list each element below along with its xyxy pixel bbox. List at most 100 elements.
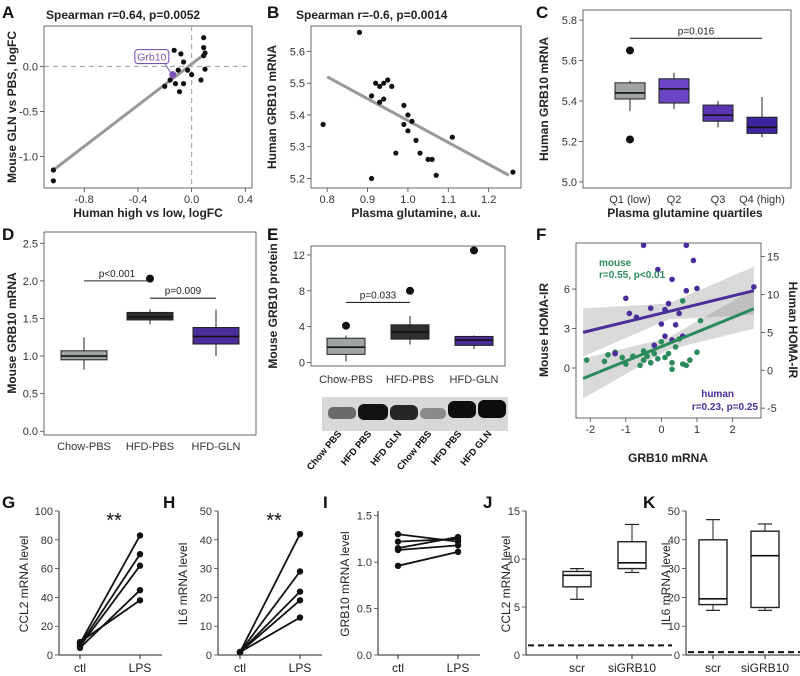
panel-j-box	[562, 570, 592, 588]
panel-k-ytick-label: 0	[674, 650, 680, 662]
panel-f-point-human	[647, 305, 654, 311]
panel-b-point	[368, 93, 375, 99]
panel-b-point	[393, 150, 399, 156]
panel-f-point-human	[662, 333, 668, 339]
panel-h-point-lps	[296, 568, 304, 575]
panel-b-ticks: 5.2 5.3 5.4 5.5 5.6 0.8 0.9 1.0 1.1 1.2	[290, 46, 497, 206]
panel-b-ytick-label: 5.2	[290, 173, 305, 185]
panel-h-point-lps	[296, 597, 304, 604]
panel-letter-i: I	[323, 493, 328, 512]
panel-k-box	[698, 539, 728, 606]
panel-j-marks	[528, 523, 672, 647]
panel-c-xtick-label: Q2	[667, 194, 682, 206]
panel-i-ytick-label: 0.5	[357, 604, 372, 616]
panel-f-point-human	[683, 287, 690, 294]
panel-f-ytick-label: 3	[564, 324, 570, 336]
panel-f-point-mouse	[658, 338, 665, 345]
panel-k-ytick-label: 20	[668, 592, 680, 604]
panel-b-xlabel: Plasma glutamine, a.u.	[351, 206, 480, 220]
panel-h-ytick-label: 10	[200, 621, 212, 633]
panel-i: 0.0 0.5 1.0 1.5 ctl LPS GRB10 mRNA level	[338, 511, 480, 675]
panel-c-outlier	[626, 135, 634, 144]
panel-h-point-lps	[296, 530, 304, 538]
blot-band	[478, 400, 506, 418]
panel-b-point	[405, 128, 411, 134]
panel-f-stat-human: r=0.23, p=0.25	[692, 402, 759, 413]
panel-g-ytick-label: 20	[41, 621, 53, 633]
panel-k-ytick-label: 50	[668, 506, 680, 518]
panel-a-ticks: -1.0 -0.5 0.0 -0.8 -0.4 0.0 0.4	[19, 62, 253, 207]
panel-j: 0 5 10 15 scr siGRB10 CCL2 mRNA level	[499, 506, 672, 675]
panel-d-significance-label: p<0.001	[99, 269, 136, 280]
panel-f-xtick-label: 1	[694, 424, 700, 436]
panel-b-title: Spearman r=-0.6, p=0.0014	[296, 8, 448, 22]
panel-h-point-lps	[296, 614, 304, 621]
blot-band	[448, 401, 476, 418]
panel-c-box	[702, 104, 734, 122]
blot-band	[390, 405, 418, 420]
panel-b-xtick-label: 1.1	[441, 194, 456, 206]
panel-f-xtick-label: 0	[658, 424, 664, 436]
panel-f-label-human: human	[701, 389, 734, 400]
panel-b-point	[381, 96, 387, 102]
panel-b-ytick-label: 5.4	[290, 110, 305, 122]
panel-h-pair-line	[239, 570, 301, 653]
panel-f-point-mouse	[697, 317, 704, 324]
panel-b-point	[385, 77, 391, 83]
panel-f-ytick-label-right: 5	[767, 327, 773, 339]
panel-j-ticks: 0 5 10 15 scr siGRB10	[508, 506, 672, 675]
panel-k-ytick-label: 40	[668, 535, 680, 547]
panel-f-point-human	[623, 295, 629, 302]
panel-g-significance-stars: **	[106, 510, 122, 532]
panel-b-ytick-label: 5.3	[290, 142, 305, 154]
panel-f-point-human	[690, 257, 697, 264]
panel-b-point	[401, 121, 407, 128]
panel-d-significance-label: p=0.009	[165, 286, 202, 297]
panel-f-point-mouse	[679, 298, 686, 304]
panel-f-point-human	[612, 350, 618, 357]
panel-letter-d: D	[2, 225, 14, 244]
panel-a-point	[171, 47, 177, 53]
panel-f-point-human	[672, 322, 679, 328]
panel-a: Spearman r=0.64, p=0.0052 -1.0 -0.5 0.0 -0.…	[5, 8, 253, 220]
panel-j-xtick-label: siGRB10	[608, 661, 656, 675]
panel-k-xtick-label: scr	[705, 661, 721, 675]
panel-h-xtick-label: LPS	[289, 661, 312, 675]
panel-letters: A B C D E F G H I J K	[2, 3, 656, 512]
panel-c-ytick-label: 5.2	[562, 136, 577, 148]
panel-i-marks	[394, 531, 462, 570]
panel-d: 0.0 0.5 1.0 1.5 2.0 2.5 Chow-PBS HFD-PBS HFD-GLN…	[5, 231, 257, 453]
panel-g-ytick-label: 40	[41, 592, 53, 604]
panel-a-annotation-leader	[164, 63, 172, 73]
panel-b-point	[320, 121, 326, 128]
panel-a-ytick-label: -1.0	[19, 152, 38, 164]
panel-letter-b: B	[267, 3, 279, 22]
panel-h-ytick-label: 30	[200, 564, 212, 576]
panel-d-xtick-label: Chow-PBS	[57, 441, 111, 453]
panel-f-stat-mouse: r=0.55, p<0.01	[599, 270, 666, 281]
panel-c-xtick-label: Q3	[711, 194, 726, 206]
panel-g-point-lps	[136, 587, 144, 594]
panel-a-grid	[44, 26, 252, 188]
panel-a-annotation-label: Grb10	[137, 52, 166, 64]
panel-h-ylabel: IL6 mRNA level	[176, 543, 190, 626]
panel-f-point-mouse	[669, 366, 675, 373]
panel-e-xtick-label: Chow-PBS	[319, 374, 373, 386]
panel-e-box	[326, 337, 366, 355]
panel-b-point	[417, 150, 423, 156]
panel-b-point	[377, 83, 383, 89]
panel-f-xtick-label: -1	[621, 424, 631, 436]
panel-c-box	[614, 82, 646, 100]
panel-e-significance-label: p=0.033	[360, 290, 397, 301]
panel-k: 0 10 20 30 40 50 scr siGRB10 IL6 mRNA level	[659, 506, 800, 675]
panel-b-ytick-label: 5.6	[290, 46, 305, 58]
panel-a-point	[50, 178, 56, 184]
panel-i-point-lps	[454, 548, 462, 556]
panel-b-point	[401, 102, 407, 109]
panel-g: 0 20 40 60 80 100 ctl LPS ** CCL2 mRNA level	[17, 506, 162, 675]
panel-a-xtick-label: 0.0	[184, 194, 199, 206]
panel-g-marks: **	[76, 510, 144, 651]
panel-g-ytick-label: 60	[41, 564, 53, 576]
panel-f-point-mouse	[669, 359, 675, 366]
panel-i-ylabel: GRB10 mRNA level	[338, 531, 352, 636]
